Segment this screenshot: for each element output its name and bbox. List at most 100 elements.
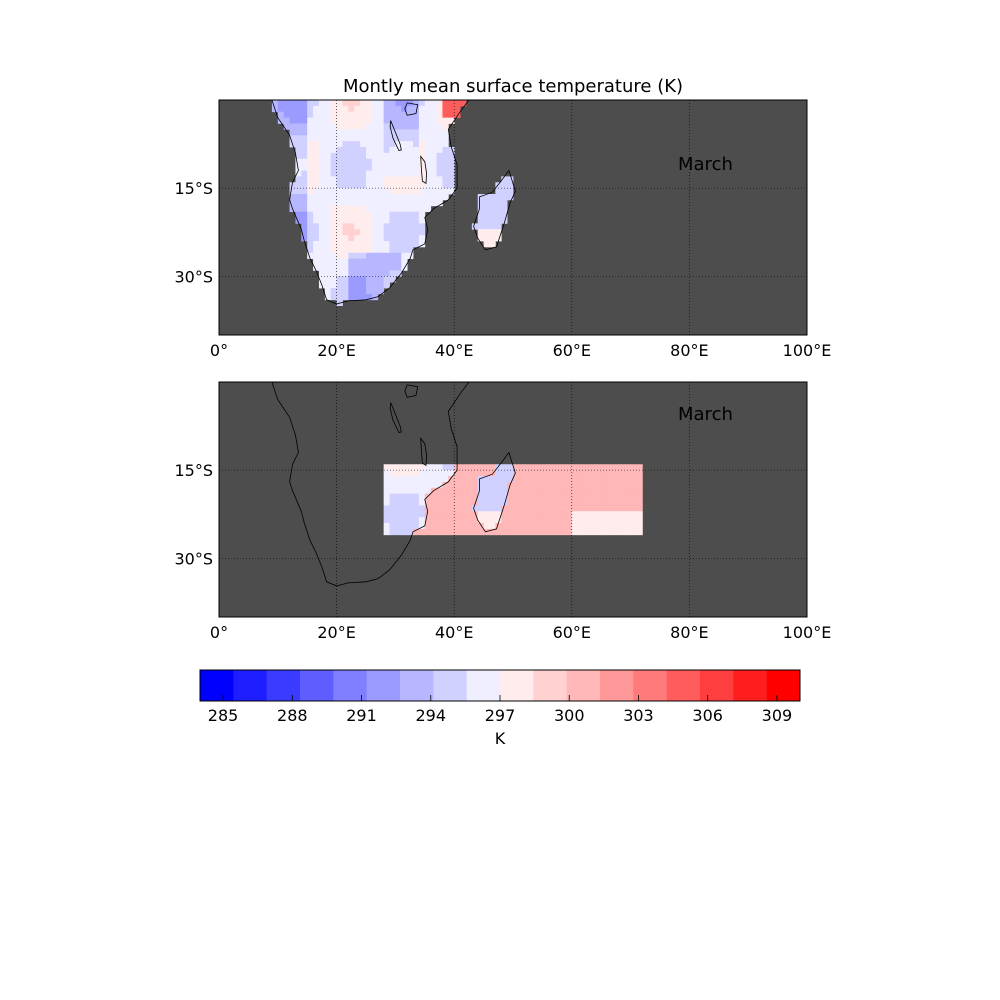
field-cell — [389, 158, 396, 166]
field-cell — [448, 111, 455, 119]
field-cell — [489, 511, 496, 518]
field-cell — [577, 493, 584, 500]
field-cell — [383, 205, 390, 213]
field-cell — [366, 223, 373, 230]
field-cell — [330, 123, 337, 130]
field-cell — [554, 487, 561, 495]
field-cell — [395, 235, 402, 242]
field-cell — [630, 511, 637, 518]
field-cell — [389, 270, 396, 277]
field-cell — [595, 481, 602, 489]
field-cell — [383, 252, 390, 260]
coastline-segment — [473, 169, 516, 251]
field-cell — [601, 499, 608, 506]
field-cell — [477, 505, 484, 512]
field-cell — [301, 105, 308, 113]
field-cell — [448, 499, 455, 506]
field-cell — [577, 523, 584, 530]
field-cell — [313, 164, 320, 171]
field-cell — [336, 258, 343, 265]
field-cell — [371, 164, 379, 171]
field-cell — [348, 170, 355, 177]
field-cell — [418, 511, 426, 518]
colorbar-tick-label: 309 — [762, 706, 793, 725]
field-cell — [442, 487, 449, 495]
field-cell — [495, 182, 502, 189]
field-cell — [336, 152, 343, 160]
field-cell — [513, 476, 520, 483]
field-cell — [383, 182, 390, 189]
field-cell — [465, 487, 473, 495]
field-cell — [377, 282, 385, 289]
field-cell — [383, 517, 390, 524]
field-cell — [442, 111, 449, 119]
field-cell — [366, 176, 373, 183]
field-cell — [383, 499, 390, 506]
field-cell — [501, 217, 508, 224]
field-cell — [360, 176, 367, 183]
field-cell — [460, 481, 467, 489]
field-cell — [330, 111, 337, 119]
panel-annotation: March — [678, 154, 733, 175]
field-cell — [377, 270, 385, 277]
field-cell — [424, 100, 432, 107]
field-cell — [366, 258, 373, 265]
field-cell — [483, 528, 490, 536]
field-cell — [442, 147, 449, 154]
field-cell — [530, 517, 537, 524]
field-cell — [601, 528, 608, 536]
field-cell — [471, 528, 479, 536]
field-cell — [318, 123, 326, 130]
field-cell — [477, 517, 484, 524]
field-cell — [413, 164, 420, 171]
field-cell — [295, 141, 302, 148]
field-cell — [354, 229, 361, 236]
field-cell — [413, 523, 420, 530]
field-cell — [448, 528, 455, 536]
field-cell — [460, 464, 467, 471]
field-cell — [383, 170, 390, 177]
field-cell — [489, 223, 496, 230]
field-cell — [360, 211, 367, 218]
field-cell — [318, 117, 326, 124]
field-cell — [501, 511, 508, 518]
field-cell — [418, 499, 426, 506]
field-cell — [542, 481, 549, 489]
field-cell — [336, 199, 343, 207]
field-cell — [536, 481, 543, 489]
field-cell — [501, 182, 508, 189]
colorbar-tick-label: 294 — [415, 706, 446, 725]
field-cell — [507, 505, 514, 512]
field-cell — [389, 487, 396, 495]
field-cell — [360, 152, 367, 160]
field-cell — [418, 476, 426, 483]
field-cell — [377, 123, 385, 130]
colorbar-segment — [700, 670, 734, 701]
field-cell — [607, 481, 614, 489]
field-cell — [342, 111, 349, 119]
field-cell — [430, 464, 437, 471]
field-cell — [612, 499, 620, 506]
field-cell — [430, 129, 437, 136]
field-cell — [577, 476, 584, 483]
field-cell — [366, 282, 373, 289]
field-cell — [430, 194, 437, 201]
field-cell — [307, 229, 314, 236]
field-cell — [595, 511, 602, 518]
field-cell — [448, 493, 455, 500]
field-cell — [324, 105, 332, 113]
field-cell — [483, 470, 490, 477]
field-cell — [448, 487, 455, 495]
field-cell — [489, 528, 496, 536]
colorbar-segment — [400, 670, 434, 701]
field-cell — [324, 170, 332, 177]
field-cell — [589, 481, 596, 489]
field-cell — [418, 223, 426, 230]
colorbar-tick-label: 303 — [623, 706, 654, 725]
field-cell — [336, 117, 343, 124]
field-cell — [424, 182, 432, 189]
field-cell — [366, 164, 373, 171]
field-cell — [330, 105, 337, 113]
field-cell — [436, 111, 443, 119]
field-cell — [377, 217, 385, 224]
